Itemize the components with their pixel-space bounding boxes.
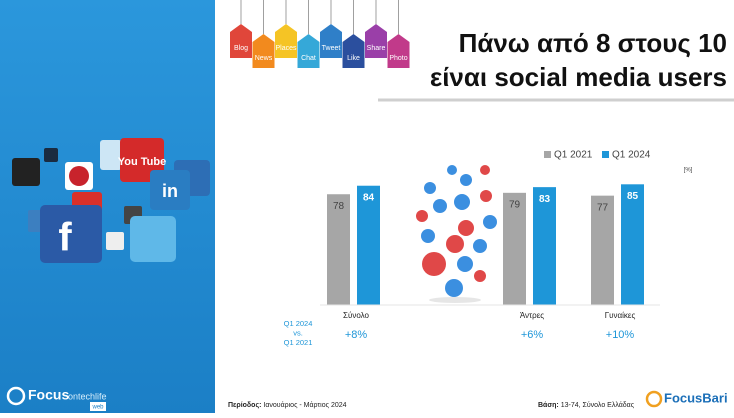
logo-web: web bbox=[91, 405, 104, 411]
tag-label: News bbox=[255, 55, 273, 62]
bar bbox=[533, 187, 556, 305]
value-label: 83 bbox=[539, 194, 551, 205]
like bbox=[424, 182, 436, 194]
icon bbox=[44, 148, 58, 162]
like bbox=[447, 165, 457, 175]
like bbox=[483, 215, 497, 229]
change-label: +10% bbox=[606, 329, 635, 341]
tag bbox=[342, 34, 365, 68]
legend-swatch bbox=[602, 151, 609, 158]
like bbox=[473, 239, 487, 253]
icon bbox=[12, 158, 40, 186]
tag bbox=[365, 24, 387, 58]
value-label: 84 bbox=[363, 192, 375, 203]
unit-label: [%] bbox=[684, 168, 693, 174]
like bbox=[445, 279, 463, 297]
bar bbox=[357, 185, 380, 305]
icon bbox=[150, 170, 190, 210]
logo-web-box bbox=[90, 402, 106, 411]
like bbox=[454, 194, 470, 210]
icon bbox=[100, 140, 122, 170]
icon bbox=[40, 205, 102, 263]
value-label: 85 bbox=[627, 191, 639, 202]
heart bbox=[480, 165, 490, 175]
heart bbox=[446, 235, 464, 253]
likes-illustration bbox=[416, 165, 497, 303]
icon-label: in bbox=[162, 181, 178, 201]
change-label: +6% bbox=[521, 329, 544, 341]
tag-label: Like bbox=[347, 55, 360, 62]
icon-label: You Tube bbox=[118, 156, 166, 168]
bar bbox=[503, 192, 526, 305]
tag bbox=[252, 34, 275, 68]
value-label: 79 bbox=[509, 199, 521, 210]
category-label: Άντρες bbox=[520, 311, 544, 320]
tag-label: Blog bbox=[234, 45, 248, 52]
heart bbox=[480, 190, 492, 202]
legend-swatch bbox=[544, 151, 551, 158]
tag bbox=[387, 34, 410, 68]
heart bbox=[422, 252, 446, 276]
legend-label: Q1 2024 bbox=[612, 150, 651, 161]
tag bbox=[297, 34, 320, 68]
tag bbox=[320, 24, 342, 58]
footer-base: Βάση: 13-74, Σύνολο Ελλάδας bbox=[538, 401, 635, 409]
icon bbox=[106, 232, 124, 250]
icon bbox=[130, 216, 176, 262]
footer-period: Περίοδος: Ιανουάριος - Μάρτιος 2024 bbox=[228, 401, 347, 409]
like bbox=[433, 199, 447, 213]
social-icons: f in You Tube bbox=[12, 138, 210, 263]
shadow bbox=[429, 297, 481, 303]
legend-label: Q1 2021 bbox=[554, 150, 593, 161]
change-caption: vs. bbox=[293, 328, 303, 337]
tag bbox=[230, 24, 252, 58]
tag-label: Tweet bbox=[322, 45, 341, 52]
chart: 78 84 Σύνολο +8% 79 83 Άντρες +6% 77 85 Γυναίκες +1… bbox=[284, 150, 693, 347]
change-caption: Q1 2021 bbox=[284, 338, 313, 347]
logo-sub: ontechlife bbox=[68, 391, 107, 401]
icon bbox=[69, 166, 89, 186]
tag-label: Chat bbox=[301, 55, 316, 62]
category-label: Γυναίκες bbox=[605, 311, 636, 320]
tag bbox=[275, 24, 297, 58]
bar bbox=[591, 195, 614, 305]
change-caption: Q1 2024 bbox=[284, 319, 313, 328]
category-label: Σύνολο bbox=[343, 311, 369, 320]
base: 13-74, Σύνολο Ελλάδας bbox=[561, 401, 635, 409]
bar bbox=[621, 184, 644, 305]
title: Πάνω από 8 στους 10 bbox=[459, 28, 727, 58]
value-label: 78 bbox=[333, 201, 345, 212]
bar bbox=[327, 194, 350, 305]
period: Ιανουάριος - Μάρτιος 2024 bbox=[263, 401, 346, 409]
period-label: Περίοδος: bbox=[228, 402, 261, 409]
tag-label: Places bbox=[275, 45, 297, 52]
logo-mark bbox=[6, 386, 26, 406]
like bbox=[457, 256, 473, 272]
footer-logo: FocusBari bbox=[664, 390, 728, 405]
tag-label: Share bbox=[367, 45, 386, 52]
heart bbox=[474, 270, 486, 282]
tag-label: Photo bbox=[389, 55, 407, 62]
icon-label: f bbox=[58, 216, 72, 260]
like bbox=[421, 229, 435, 243]
title: είναι social media users bbox=[430, 62, 727, 92]
change-label: +8% bbox=[345, 329, 368, 341]
footer-logo-mark bbox=[645, 390, 663, 408]
base-label: Βάση: bbox=[538, 402, 559, 409]
like bbox=[460, 174, 472, 186]
value-label: 77 bbox=[597, 202, 609, 213]
heart bbox=[458, 220, 474, 236]
heart bbox=[416, 210, 428, 222]
logo: Focus bbox=[28, 387, 69, 403]
